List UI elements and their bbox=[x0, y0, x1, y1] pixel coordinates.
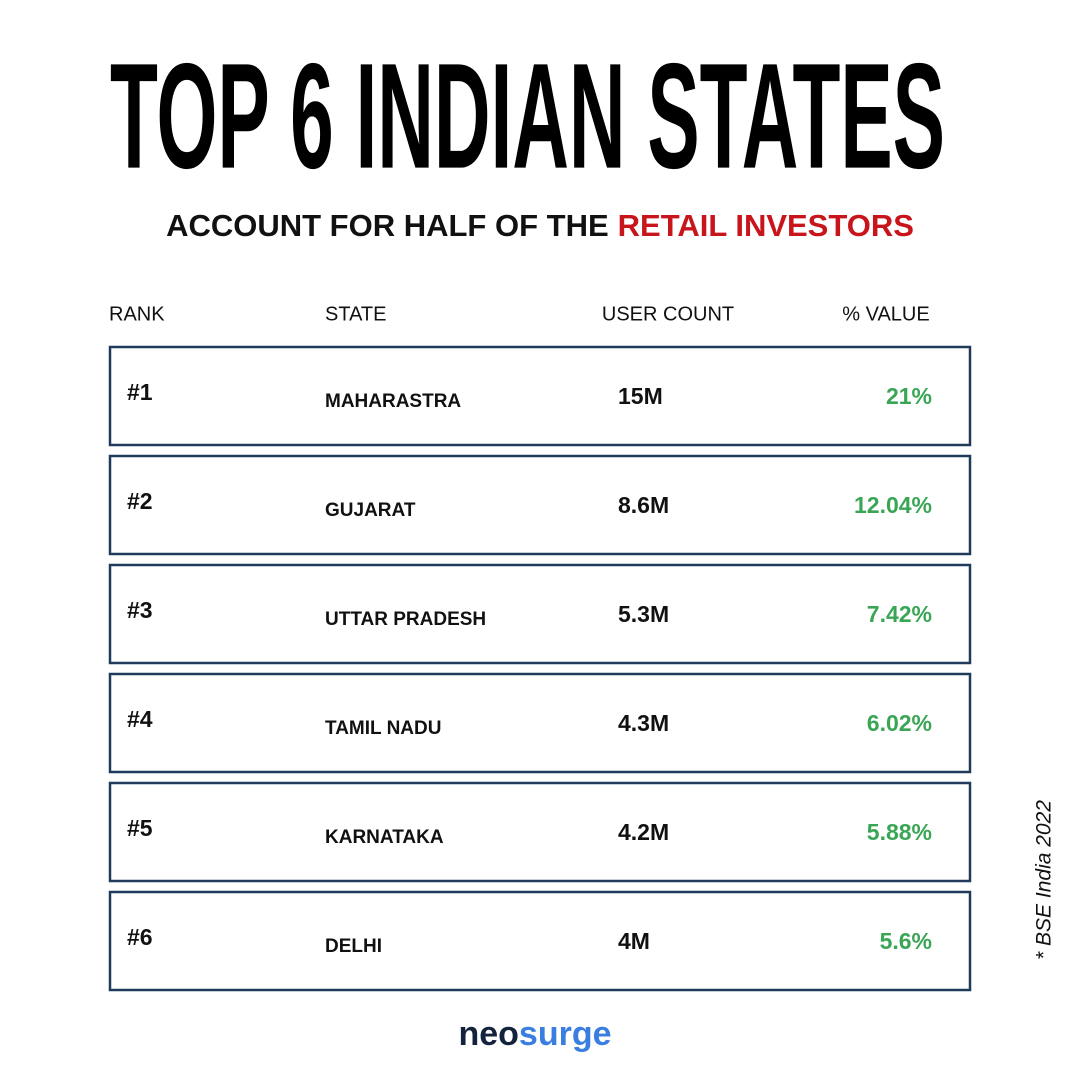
percent-cell: 5.88% bbox=[867, 819, 932, 845]
column-header: RANK bbox=[109, 303, 165, 325]
source-note: * BSE India 2022 bbox=[1033, 800, 1056, 960]
user-count-cell: 5.3M bbox=[618, 601, 669, 627]
percent-cell: 12.04% bbox=[854, 492, 932, 518]
column-header: USER COUNT bbox=[602, 303, 734, 325]
table-row bbox=[108, 454, 972, 556]
user-count-cell: 4.3M bbox=[618, 710, 669, 736]
rank-cell: #5 bbox=[127, 815, 153, 841]
percent-cell: 21% bbox=[886, 383, 932, 409]
rank-cell: #2 bbox=[127, 488, 153, 514]
subtitle-lead: ACCOUNT FOR HALF OF THE bbox=[166, 208, 609, 243]
percent-cell: 5.6% bbox=[880, 928, 932, 954]
table-row bbox=[108, 781, 972, 883]
title: TOP 6 INDIAN STATES bbox=[110, 32, 945, 200]
user-count-cell: 4M bbox=[618, 928, 650, 954]
state-cell: GUJARAT bbox=[325, 500, 416, 521]
user-count-cell: 8.6M bbox=[618, 492, 669, 518]
state-cell: MAHARASTRA bbox=[325, 391, 461, 412]
state-cell: KARNATAKA bbox=[325, 827, 444, 848]
table-row bbox=[108, 345, 972, 447]
user-count-cell: 15M bbox=[618, 383, 663, 409]
table-row bbox=[108, 563, 972, 665]
subtitle-highlight: RETAIL INVESTORS bbox=[618, 208, 914, 243]
rank-cell: #6 bbox=[127, 924, 153, 950]
user-count-cell: 4.2M bbox=[618, 819, 669, 845]
brand-part: surge bbox=[519, 1015, 612, 1053]
brand-part: neo bbox=[458, 1015, 518, 1053]
subtitle: ACCOUNT FOR HALF OF THE RETAIL INVESTORS bbox=[166, 208, 914, 243]
rank-cell: #4 bbox=[127, 706, 153, 732]
column-header: % VALUE bbox=[842, 303, 929, 325]
percent-cell: 7.42% bbox=[867, 601, 932, 627]
state-cell: UTTAR PRADESH bbox=[325, 609, 486, 630]
percent-cell: 6.02% bbox=[867, 710, 932, 736]
brand-logo: neosurge bbox=[458, 1015, 611, 1053]
rank-cell: #3 bbox=[127, 597, 153, 623]
table-row bbox=[108, 672, 972, 774]
state-cell: TAMIL NADU bbox=[325, 718, 441, 739]
table-row bbox=[108, 890, 972, 992]
rank-cell: #1 bbox=[127, 379, 153, 405]
state-cell: DELHI bbox=[325, 936, 382, 957]
column-header: STATE bbox=[325, 303, 386, 325]
